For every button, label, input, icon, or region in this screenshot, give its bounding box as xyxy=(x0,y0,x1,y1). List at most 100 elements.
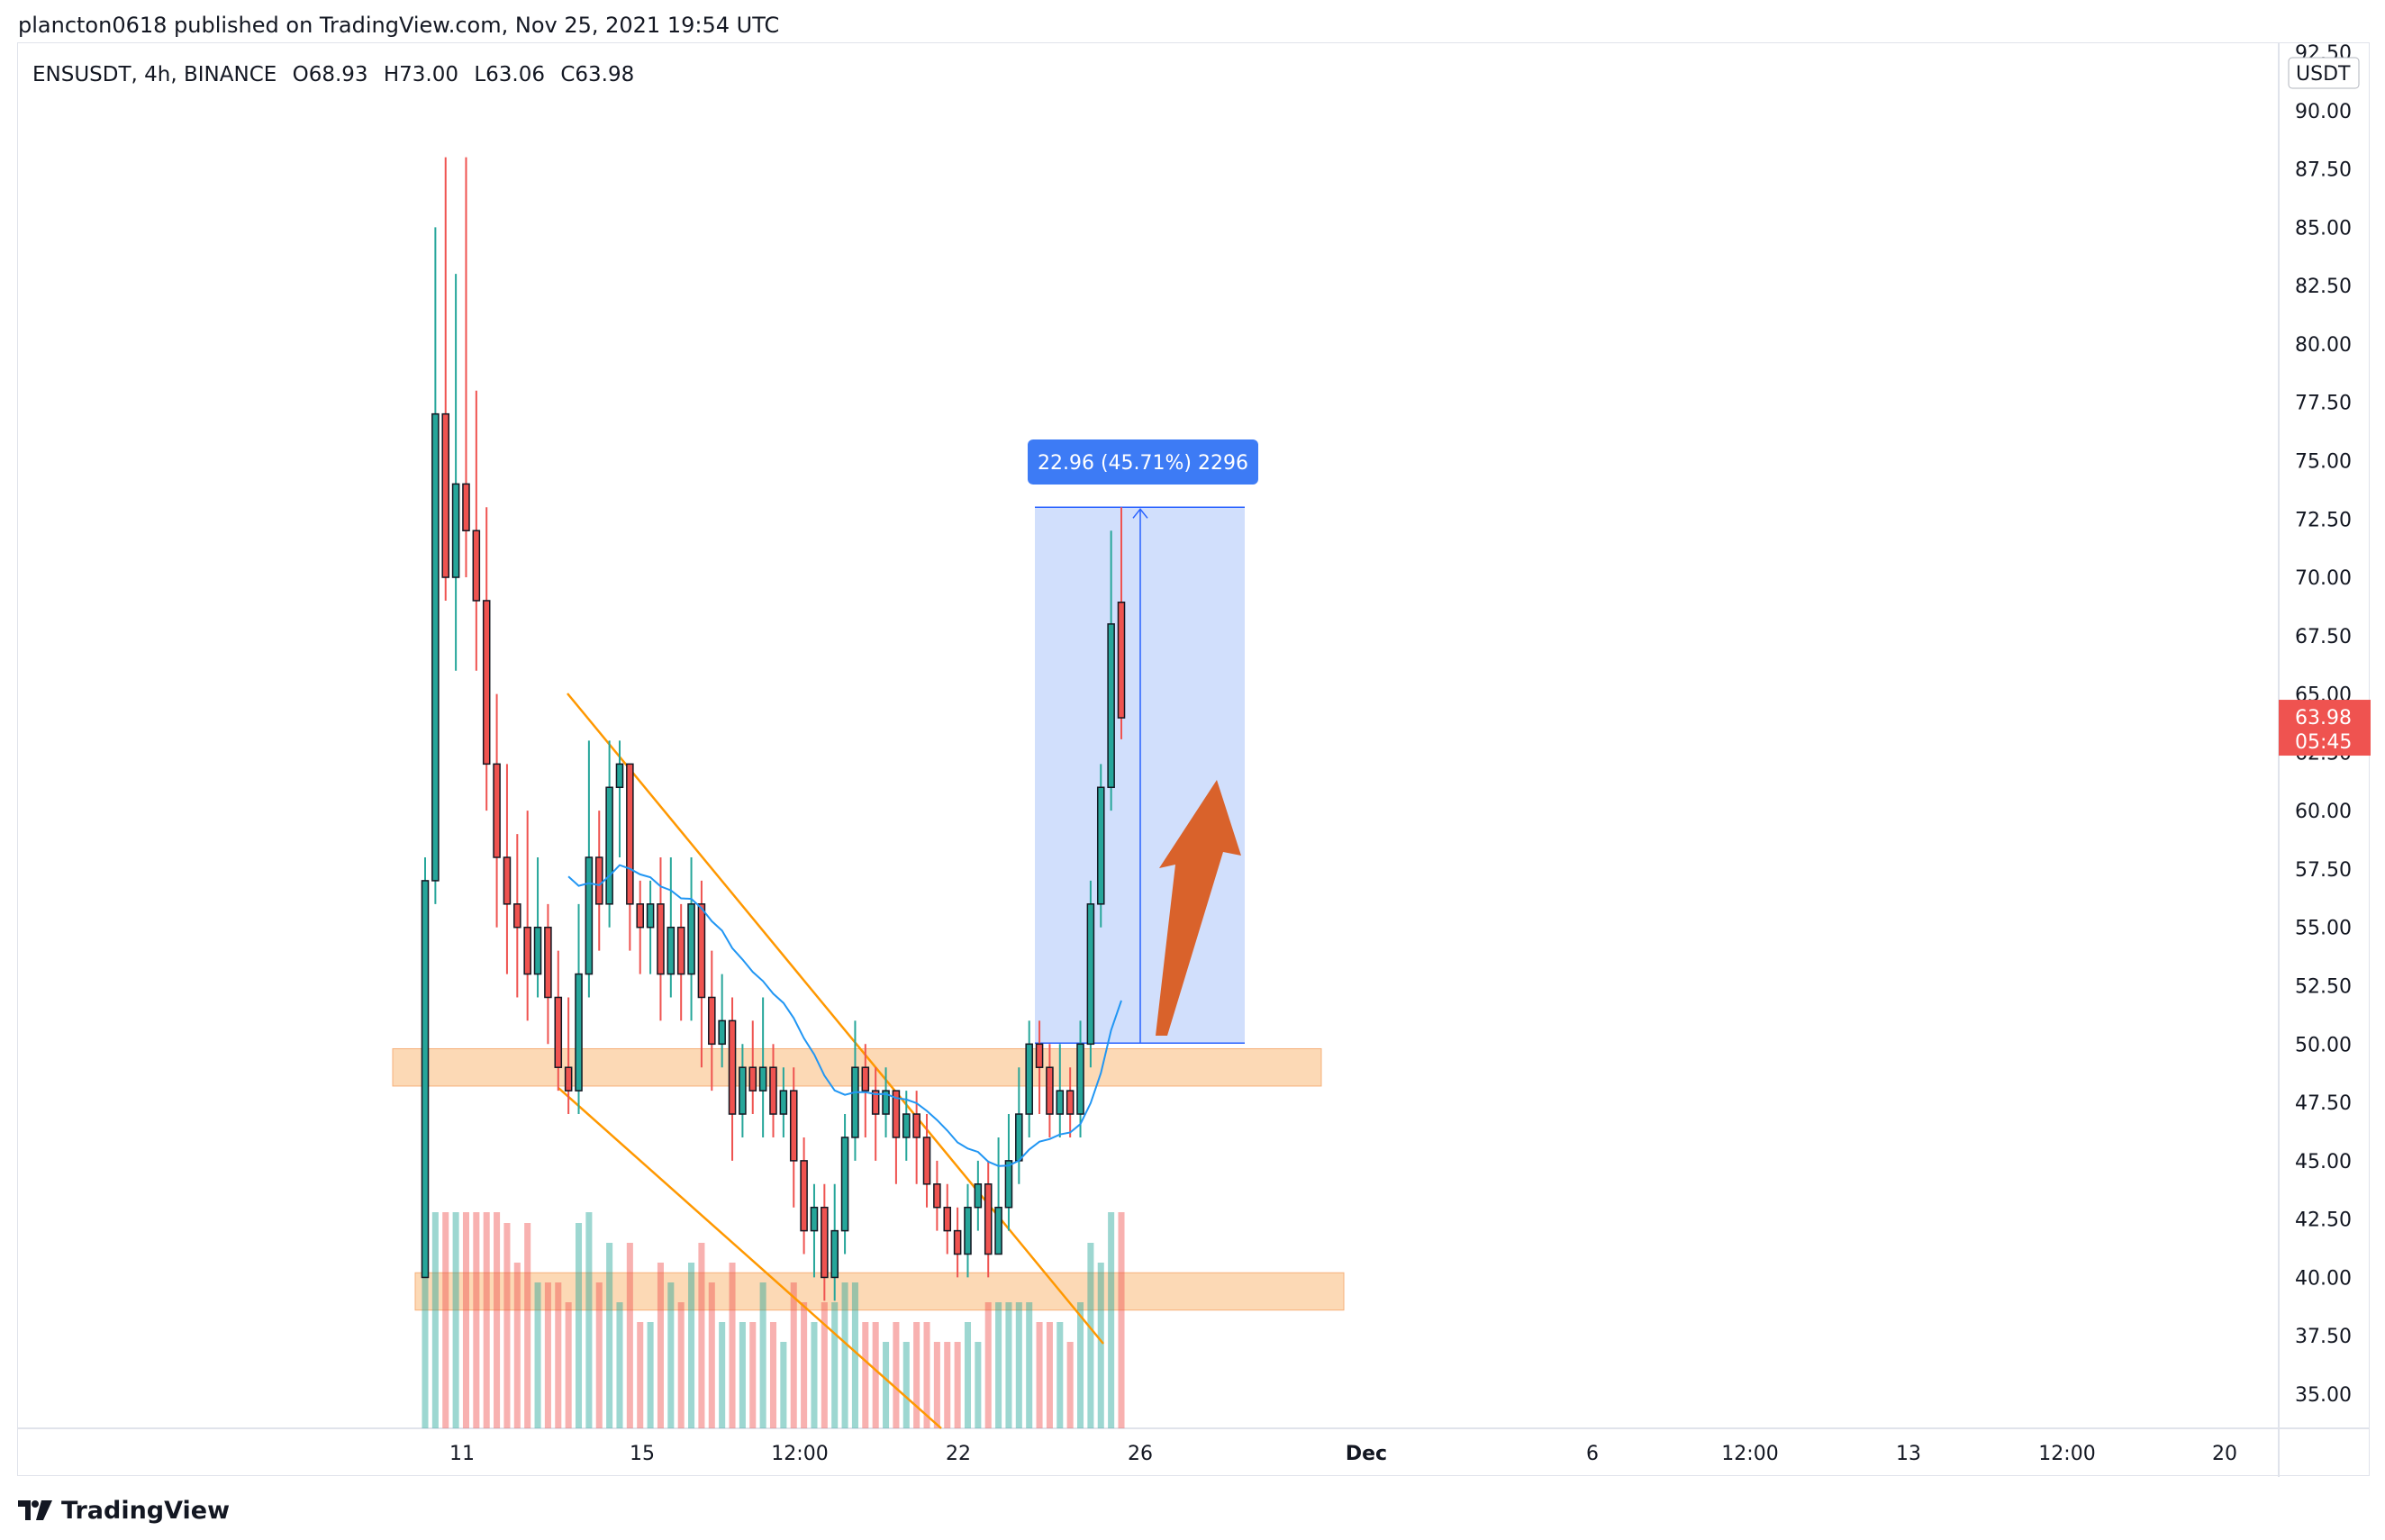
candle-body xyxy=(974,1183,983,1209)
volume-bar xyxy=(964,1322,972,1428)
y-tick-label: 70.00 xyxy=(2295,567,2352,590)
y-tick-label: 87.50 xyxy=(2295,159,2352,182)
candle xyxy=(758,997,767,1137)
candle-body xyxy=(676,926,685,975)
candle xyxy=(646,880,655,974)
candle xyxy=(575,903,583,1115)
ema-polyline xyxy=(567,864,1122,1167)
candle-body xyxy=(575,973,583,1092)
volume-bar xyxy=(913,1322,920,1428)
candle-body xyxy=(728,1019,737,1115)
candle-body xyxy=(493,763,501,858)
volume-bar xyxy=(1056,1322,1064,1428)
candle xyxy=(779,1067,788,1137)
candle-body xyxy=(564,1066,573,1092)
y-tick-label: 40.00 xyxy=(2295,1267,2352,1290)
volume-bar xyxy=(1087,1243,1094,1428)
x-tick-label: Dec xyxy=(1346,1443,1387,1465)
x-tick-label: 13 xyxy=(1896,1443,1921,1465)
candle xyxy=(482,507,491,811)
candle xyxy=(748,1020,757,1115)
volume-bar xyxy=(565,1302,572,1428)
y-tick-label: 45.00 xyxy=(2295,1151,2352,1173)
volume-bar xyxy=(606,1243,613,1428)
support-zone xyxy=(414,1272,1345,1311)
candle-body xyxy=(482,600,491,765)
candle xyxy=(1117,507,1126,739)
up-arrow-drawing xyxy=(1156,780,1241,1036)
volume-bar xyxy=(1108,1212,1115,1428)
candle xyxy=(1004,1114,1013,1231)
candle-body xyxy=(1107,623,1115,789)
x-tick-label: 12:00 xyxy=(1721,1443,1778,1465)
candle-body xyxy=(697,903,706,999)
candle-body xyxy=(533,926,542,975)
candle xyxy=(697,880,706,1068)
volume-bar xyxy=(494,1212,501,1428)
chart-frame[interactable] xyxy=(17,42,2370,1476)
volume-bar xyxy=(483,1212,490,1428)
candle-body xyxy=(830,1229,839,1279)
candle xyxy=(676,903,685,1021)
candle xyxy=(1076,1020,1084,1137)
volume-bar xyxy=(462,1212,469,1428)
candle xyxy=(667,857,676,998)
candle xyxy=(615,740,624,857)
candle-body xyxy=(851,1066,859,1138)
candle xyxy=(1086,880,1095,1068)
candle xyxy=(871,1067,880,1161)
last-price-tag xyxy=(2279,700,2371,756)
candle xyxy=(451,274,460,671)
volume-bar xyxy=(1066,1342,1074,1428)
candle xyxy=(472,390,481,671)
volume-bar xyxy=(503,1223,511,1428)
volume-bar xyxy=(452,1212,459,1428)
price-axis: 35.00 37.50 40.00 42.50 45.00 47.50 50.00 52.50… xyxy=(2279,42,2371,1407)
candle-body xyxy=(431,412,440,882)
volume-bar xyxy=(616,1302,623,1428)
candle-body xyxy=(544,926,552,999)
candle-body xyxy=(585,856,594,975)
candle xyxy=(636,880,644,974)
volume-bar xyxy=(1046,1322,1053,1428)
volume-bar xyxy=(749,1322,757,1428)
tradingview-brand: TradingView xyxy=(61,1496,231,1525)
candle-body xyxy=(933,1183,941,1209)
legend-open: O68.93 xyxy=(292,63,368,86)
candle-body xyxy=(636,903,644,929)
measure-arrow-head xyxy=(1132,508,1148,519)
candle-body xyxy=(912,1113,920,1138)
candle xyxy=(585,740,594,998)
candle xyxy=(984,1160,993,1278)
volume-bar xyxy=(524,1223,531,1428)
candle-body xyxy=(922,1137,931,1185)
candle-body xyxy=(984,1183,993,1255)
volume-bar xyxy=(862,1322,869,1428)
candle xyxy=(441,157,450,601)
volume-bar xyxy=(831,1302,839,1428)
candle-body xyxy=(769,1066,777,1115)
volume-bar xyxy=(534,1282,541,1428)
candle-body xyxy=(687,903,695,975)
candle xyxy=(513,834,521,998)
volume-bar xyxy=(677,1302,685,1428)
tradingview-logo[interactable]: TradingView xyxy=(18,1495,230,1526)
candle-body xyxy=(657,903,665,975)
volume-bar xyxy=(442,1212,449,1428)
volume-bar xyxy=(944,1342,951,1428)
candle-body xyxy=(789,1090,798,1162)
volume-bar xyxy=(637,1322,644,1428)
candle-body xyxy=(840,1137,849,1232)
candle-body xyxy=(708,996,716,1046)
volume-bar xyxy=(975,1342,982,1428)
volume-bar xyxy=(555,1282,562,1428)
volume-bar xyxy=(1077,1302,1084,1428)
y-tick-label: 82.50 xyxy=(2295,276,2352,298)
volume-bar xyxy=(513,1263,521,1428)
volume-bar xyxy=(841,1282,848,1428)
candle-body xyxy=(953,1229,962,1255)
volume-bar xyxy=(719,1322,726,1428)
candle-body xyxy=(902,1113,911,1138)
candle xyxy=(431,227,440,904)
